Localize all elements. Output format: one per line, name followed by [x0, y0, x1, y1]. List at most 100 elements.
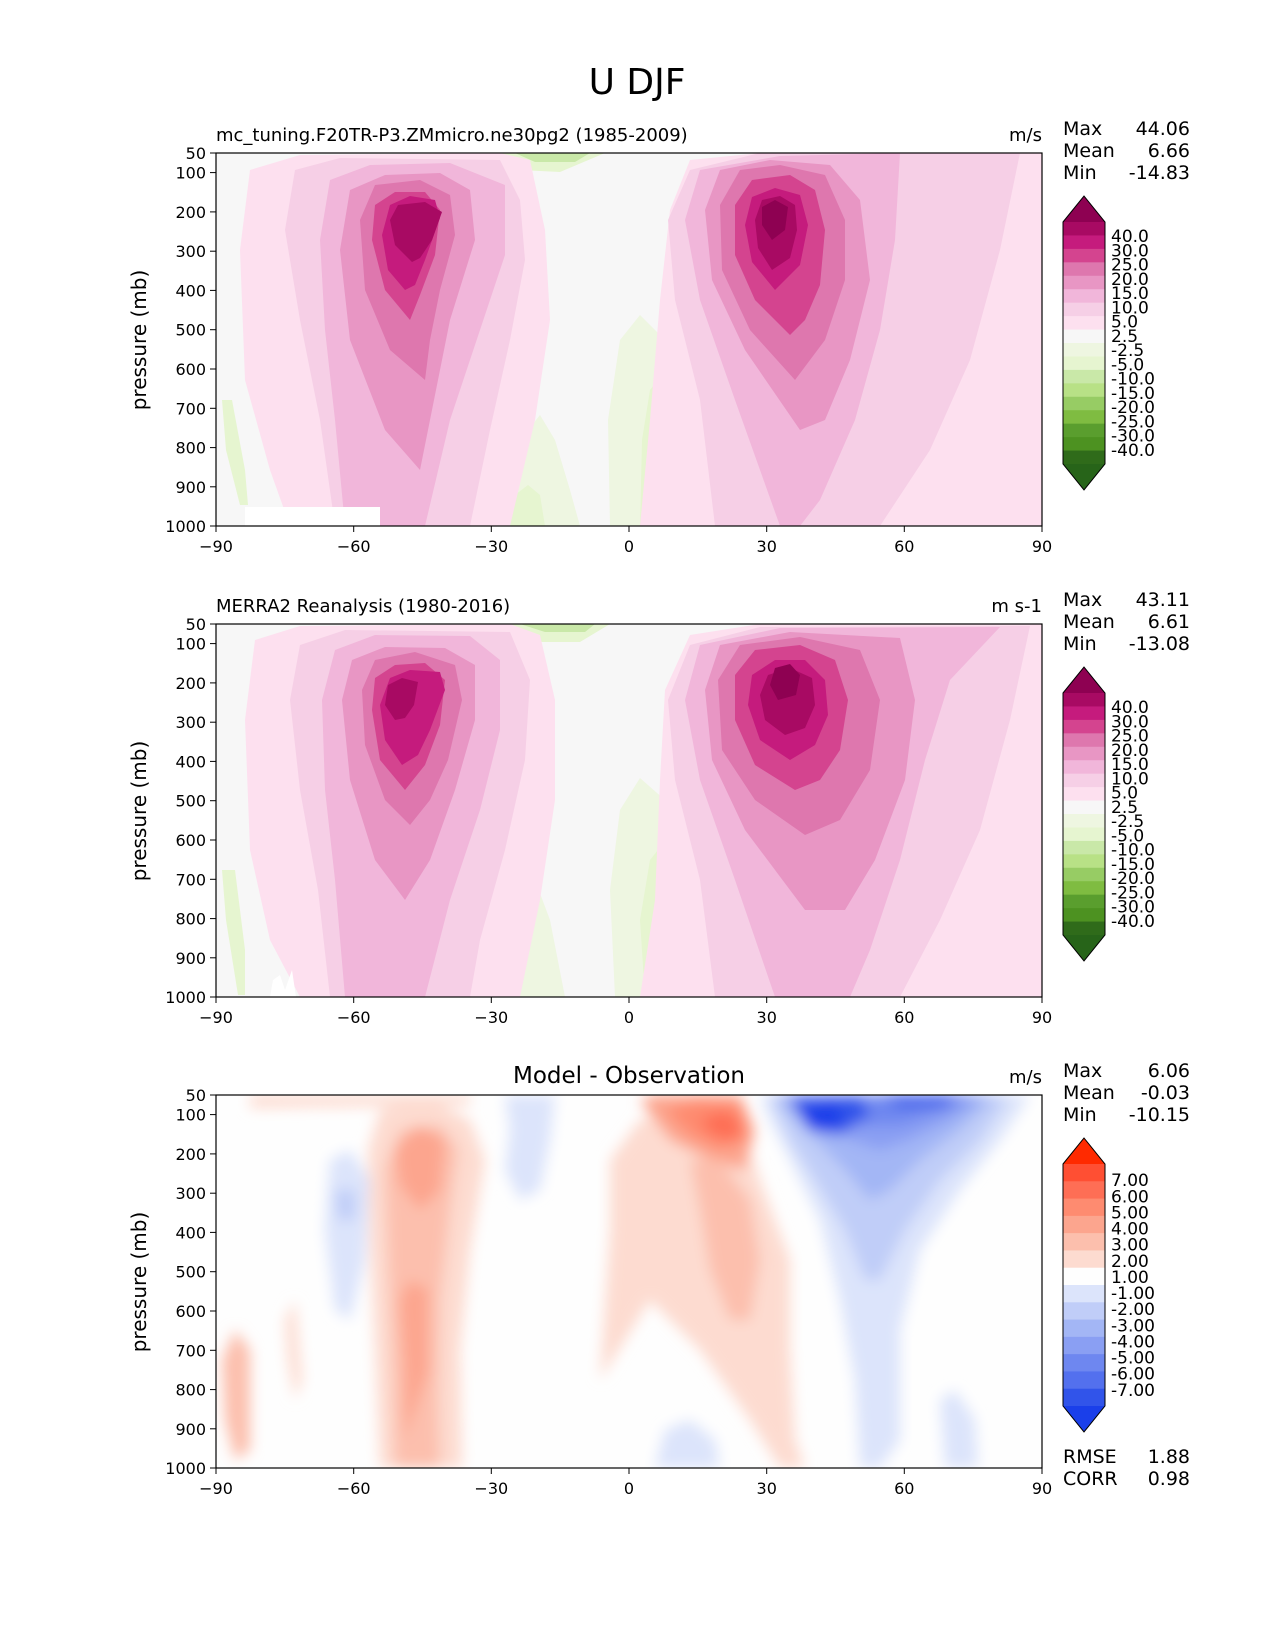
colorbar-tick-label: -2.5: [1111, 812, 1144, 832]
colorbar-segment: [1063, 773, 1105, 788]
colorbar-segment: [1063, 800, 1105, 815]
y-tick-label: 800: [175, 910, 206, 929]
colorbar-tick-label: 2.5: [1111, 798, 1138, 818]
x-axis: −90 −60 −30 0 30 60 90: [199, 997, 1052, 1027]
x-tick: 0: [624, 526, 634, 556]
x-tick: −30: [474, 997, 508, 1027]
colorbar-tick-label: 1.00: [1111, 1268, 1149, 1288]
y-tick: 200: [175, 1145, 216, 1164]
stats-block: Max 43.11 Mean 6.61 Min -13.08: [1063, 589, 1190, 655]
panel-title: mc_tuning.F20TR-P3.ZMmicro.ne30pg2 (1985…: [216, 125, 688, 146]
x-tick: −60: [337, 997, 371, 1027]
stat-max-value: 43.11: [1136, 589, 1190, 611]
y-tick: 400: [175, 1223, 216, 1242]
x-tick: 60: [894, 1468, 914, 1498]
y-tick: 200: [175, 674, 216, 693]
colorbar-segment: [1063, 222, 1105, 236]
colorbar-segment: [1063, 1336, 1105, 1355]
y-axis: 50 100 200 300 400 500 600 700 800 900 1…: [165, 1086, 216, 1478]
colorbar-tick-label: 15.0: [1111, 755, 1149, 775]
stat-max-label: Max: [1063, 1060, 1102, 1082]
x-tick: 90: [1032, 526, 1052, 556]
colorbar-segment: [1063, 1215, 1105, 1234]
colorbar-segment: [1063, 693, 1105, 707]
colorbar-segment: [1063, 262, 1105, 277]
colorbar-tick-label: 25.0: [1111, 256, 1149, 276]
colorbar-segment: [1063, 1302, 1105, 1321]
colorbar-extend-min: [1063, 464, 1105, 490]
colorbar-tick-label: -10.0: [1111, 841, 1155, 861]
x-tick: 0: [624, 997, 634, 1027]
y-axis-label: pressure (mb): [127, 1212, 151, 1353]
colorbar-tick-label: 5.0: [1111, 313, 1138, 333]
colorbar-segment: [1063, 867, 1105, 882]
corr-label: CORR: [1063, 1468, 1118, 1490]
x-tick: 0: [624, 1468, 634, 1498]
x-tick-label: −90: [199, 1479, 233, 1498]
y-tick-label: 800: [175, 1381, 206, 1400]
colorbar: 40.030.025.020.015.010.05.02.5-2.5-5.0-1…: [1062, 666, 1155, 962]
colorbar-tick-label: -6.00: [1111, 1365, 1155, 1385]
colorbar-segment: [1063, 881, 1105, 896]
colorbar-segment: [1063, 746, 1105, 761]
colorbar-extend-max: [1063, 196, 1105, 222]
colorbar-segment: [1063, 437, 1105, 452]
sh-jet: [240, 153, 550, 526]
colorbar-tick-label: 3.00: [1111, 1236, 1149, 1256]
y-tick: 1000: [165, 1459, 216, 1478]
y-tick-label: 100: [175, 635, 206, 654]
y-tick-label: 900: [175, 1420, 206, 1439]
x-tick-label: 0: [624, 1008, 634, 1027]
colorbar-tick-label: -2.00: [1111, 1300, 1155, 1320]
panel-units: m s-1: [991, 596, 1042, 617]
y-tick-label: 500: [175, 321, 206, 340]
y-tick: 50: [186, 144, 216, 163]
colorbar-segment: [1063, 329, 1105, 344]
y-tick-label: 300: [175, 713, 206, 732]
y-tick: 1000: [165, 988, 216, 1007]
colorbar-segment: [1063, 787, 1105, 802]
masked-region: [245, 507, 380, 526]
x-tick-label: 90: [1032, 1008, 1052, 1027]
y-tick-label: 50: [186, 144, 206, 163]
colorbar-outline: [1062, 1137, 1106, 1433]
x-tick-label: −30: [474, 1008, 508, 1027]
colorbar-segment: [1063, 396, 1105, 411]
x-tick-label: 30: [757, 537, 777, 556]
rmse-label: RMSE: [1063, 1446, 1117, 1468]
panel-model: −90 −60 −30 0 30 60 90 50 100 200 300 40…: [127, 118, 1190, 556]
figure-title: U DJF: [589, 62, 686, 103]
x-tick: −60: [337, 1468, 371, 1498]
y-tick-label: 100: [175, 164, 206, 183]
colorbar-extend-max: [1063, 1138, 1105, 1164]
colorbar-tick-label: -40.0: [1111, 912, 1155, 932]
y-tick: 300: [175, 1184, 216, 1203]
y-tick: 900: [175, 949, 216, 968]
y-tick: 900: [175, 478, 216, 497]
y-tick-label: 700: [175, 1341, 206, 1360]
colorbar-segment: [1063, 921, 1105, 936]
contour-field-observation: [216, 624, 1042, 997]
colorbar-tick-label: 15.0: [1111, 284, 1149, 304]
y-tick: 100: [175, 635, 216, 654]
x-tick: 30: [757, 526, 777, 556]
y-tick-label: 900: [175, 478, 206, 497]
stat-min-value: -14.83: [1129, 162, 1190, 184]
x-tick-label: −60: [337, 1479, 371, 1498]
y-tick-label: 500: [175, 1263, 206, 1282]
colorbar-tick-label: 25.0: [1111, 727, 1149, 747]
colorbar-segment: [1063, 814, 1105, 828]
x-tick: 60: [894, 526, 914, 556]
panel-title: MERRA2 Reanalysis (1980-2016): [216, 596, 510, 617]
y-tick-label: 400: [175, 281, 206, 300]
colorbar-tick-label: -5.0: [1111, 826, 1144, 846]
y-tick: 700: [175, 1341, 216, 1360]
stat-min-value: -13.08: [1129, 633, 1190, 655]
corr-value: 0.98: [1148, 1468, 1190, 1490]
upper-easterlies-core: [515, 153, 590, 162]
stat-mean-label: Mean: [1063, 140, 1115, 162]
colorbar-segment: [1063, 1164, 1105, 1182]
y-tick-label: 200: [175, 203, 206, 222]
y-tick-label: 400: [175, 752, 206, 771]
x-tick-label: −30: [474, 537, 508, 556]
